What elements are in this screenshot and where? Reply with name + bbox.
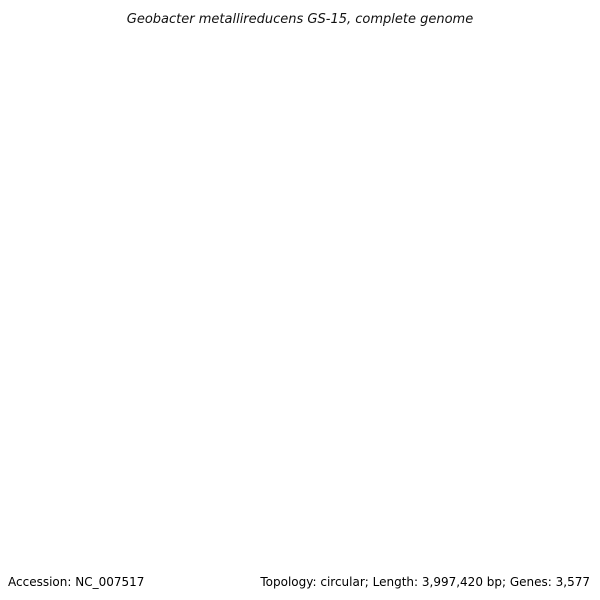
accession-label: Accession: NC_007517 <box>8 575 144 589</box>
map-title: Geobacter metallireducens GS-15, complet… <box>127 12 473 27</box>
genome-summary: Topology: circular; Length: 3,997,420 bp… <box>259 575 590 589</box>
